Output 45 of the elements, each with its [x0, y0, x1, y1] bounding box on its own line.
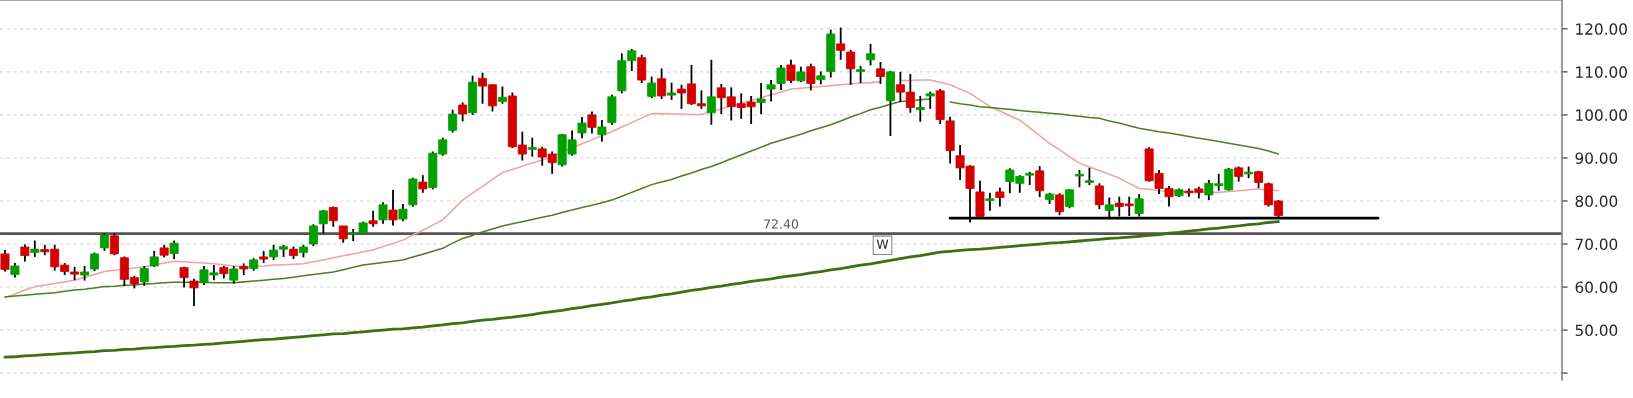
candlestick	[527, 136, 537, 158]
candlestick	[1065, 188, 1075, 210]
y-tick-label: 120.00	[1576, 23, 1627, 35]
candlestick	[378, 201, 388, 225]
candlestick	[0, 249, 10, 273]
candlestick	[786, 58, 796, 84]
candlestick	[836, 26, 846, 61]
candlestick	[637, 53, 647, 84]
candlestick	[308, 223, 318, 248]
y-tick-label: 80.00	[1575, 195, 1618, 207]
candlestick	[846, 49, 856, 86]
candlestick	[139, 265, 149, 287]
candlestick	[587, 110, 597, 135]
candlestick	[657, 67, 667, 100]
candlestick	[806, 62, 816, 92]
candlestick	[1055, 192, 1065, 217]
line-series	[3, 220, 1280, 359]
candlestick	[985, 191, 995, 212]
candlestick	[189, 277, 199, 307]
y-tick-label: 70.00	[1575, 238, 1618, 251]
y-tick-label: 50.00	[1575, 324, 1618, 337]
y-tick-label: 60.00	[1575, 281, 1618, 294]
y-tick-label: 100.00	[1576, 109, 1627, 121]
y-tick-label: 90.00	[1575, 152, 1618, 164]
y-tick-label: 110.00	[1576, 66, 1627, 78]
candlestick	[448, 108, 458, 134]
candlestick	[706, 58, 716, 126]
candlestick	[577, 116, 587, 140]
candlestick	[866, 42, 876, 67]
candlestick	[766, 79, 776, 103]
candlestick	[776, 64, 786, 91]
candlestick	[597, 119, 607, 143]
candlestick	[915, 95, 925, 123]
candlestick	[388, 188, 398, 227]
candlestick	[318, 209, 328, 235]
candlestick	[1094, 182, 1104, 211]
candlestick	[995, 186, 1005, 208]
candlestick	[458, 101, 468, 123]
candlestick	[756, 82, 766, 115]
annotation: W	[876, 239, 889, 249]
candlestick	[875, 61, 885, 85]
candlestick	[647, 75, 657, 100]
candlestick	[169, 239, 179, 260]
candlestick	[1035, 165, 1045, 199]
ref-line-label: 72.40	[764, 219, 799, 229]
